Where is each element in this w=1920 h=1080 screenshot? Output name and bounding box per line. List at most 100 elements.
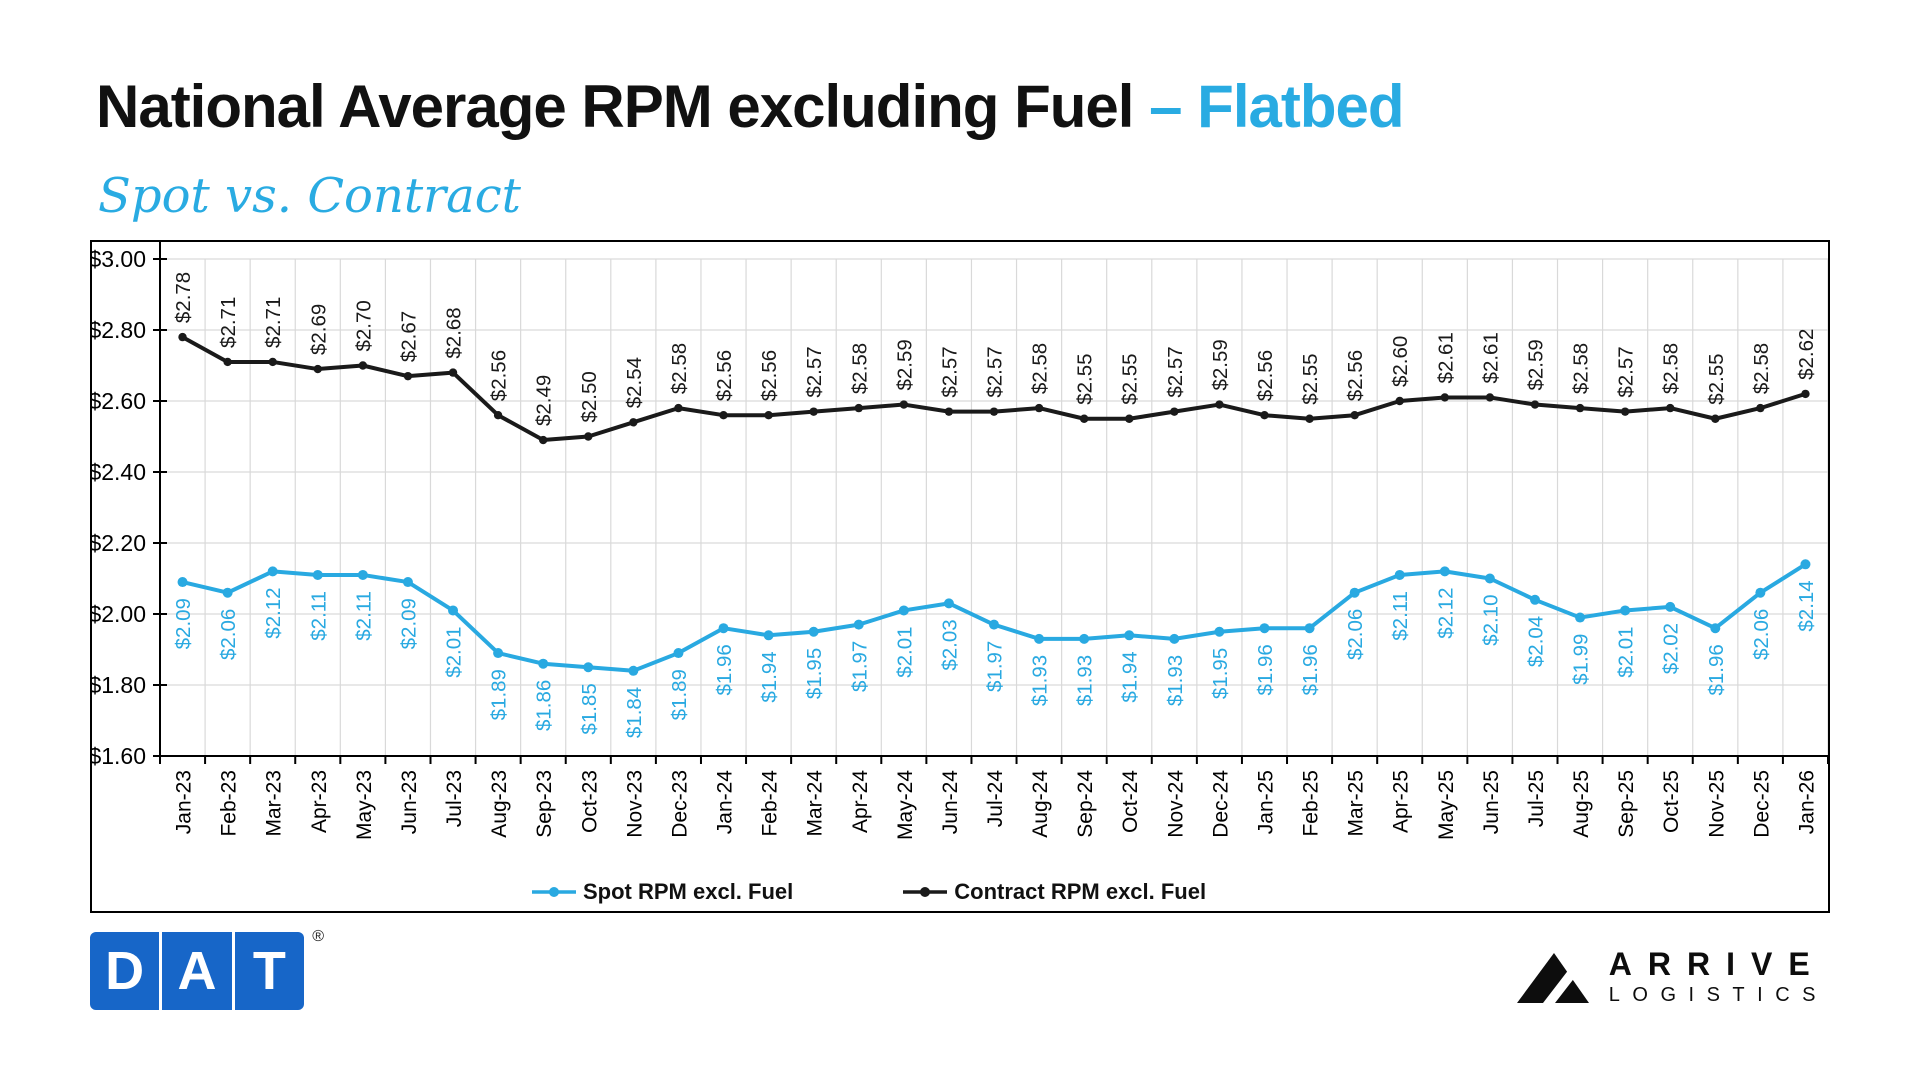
- x-tick-label: Jul-23: [443, 770, 466, 827]
- dat-logo-letter-d: D: [105, 941, 145, 1001]
- page-title-main: National Average RPM excluding Fuel: [96, 73, 1134, 140]
- contract-data-label: $2.62: [1795, 329, 1818, 380]
- spot-point: [808, 626, 819, 637]
- x-tick-label: May-25: [1435, 770, 1458, 840]
- contract-point: [764, 411, 773, 420]
- spot-data-label: $1.97: [848, 641, 871, 692]
- chart-legend: Spot RPM excl. Fuel Contract RPM excl. F…: [532, 879, 1206, 905]
- x-tick-label: Jun-25: [1480, 770, 1503, 834]
- contract-data-label: $2.57: [1615, 346, 1638, 397]
- spot-data-label: $2.06: [217, 609, 240, 660]
- spot-point: [1349, 587, 1360, 598]
- y-tick-label: $2.20: [92, 530, 146, 556]
- spot-point: [493, 648, 504, 659]
- contract-point: [1305, 414, 1314, 423]
- spot-data-label: $2.01: [443, 626, 466, 677]
- spot-line-marker-icon: [532, 887, 576, 897]
- spot-data-label: $2.01: [1615, 626, 1638, 677]
- x-tick-label: Dec-25: [1750, 770, 1773, 838]
- spot-data-label: $2.11: [1389, 591, 1412, 641]
- spot-point: [989, 619, 999, 630]
- dat-logo: D A T ®: [90, 928, 324, 1010]
- x-tick-label: Jan-26: [1795, 770, 1818, 834]
- contract-data-label: $2.67: [397, 311, 420, 362]
- contract-data-label: $2.54: [623, 357, 646, 408]
- spot-point: [1214, 626, 1225, 637]
- spot-point: [673, 648, 684, 659]
- x-tick-label: Apr-25: [1390, 770, 1413, 833]
- spot-point: [312, 569, 323, 580]
- contract-point: [538, 435, 548, 445]
- spot-point: [1124, 630, 1135, 641]
- dat-logo-letter-t: T: [252, 941, 286, 1001]
- registered-trademark-icon: ®: [312, 928, 324, 945]
- contract-point: [1079, 414, 1089, 423]
- spot-data-label: $1.97: [984, 641, 1007, 692]
- spot-point: [1169, 633, 1180, 644]
- contract-point: [1215, 400, 1224, 409]
- contract-point: [1034, 403, 1044, 413]
- contract-point: [719, 411, 728, 420]
- spot-point: [1529, 594, 1540, 605]
- contract-data-label: $2.56: [488, 350, 511, 401]
- x-tick-label: Aug-23: [488, 770, 511, 838]
- x-tick-label: Mar-25: [1345, 770, 1368, 837]
- x-tick-label: Jan-25: [1254, 770, 1277, 834]
- contract-point: [1440, 393, 1450, 402]
- spot-point: [1304, 623, 1315, 634]
- x-tick-label: Oct-24: [1119, 770, 1142, 833]
- chart-grid: [160, 258, 1828, 756]
- spot-point: [267, 566, 278, 577]
- spot-data-label: $1.85: [578, 683, 601, 734]
- spot-point: [628, 665, 639, 676]
- contract-point: [809, 407, 818, 416]
- spot-point: [1710, 623, 1721, 634]
- x-tick-label: Sep-25: [1615, 770, 1638, 838]
- legend-label-contract: Contract RPM excl. Fuel: [954, 879, 1207, 904]
- contract-series: $2.78 $2.71 $2.71 $2.69 $2.70 $2.67 $2.68 $2.56…: [172, 272, 1818, 445]
- contract-data-label: $2.61: [1434, 332, 1457, 383]
- contract-data-label: $2.56: [758, 350, 781, 401]
- contract-point: [584, 432, 593, 441]
- spot-data-label: $2.09: [397, 598, 420, 649]
- spot-point: [538, 658, 549, 669]
- page-subtitle: Spot vs. Contract: [98, 168, 521, 224]
- contract-point: [1530, 400, 1540, 409]
- spot-data-label: $1.89: [668, 669, 691, 720]
- contract-data-label: $2.55: [1299, 353, 1322, 404]
- spot-point: [898, 605, 909, 616]
- spot-series: $2.09 $2.06 $2.12 $2.11 $2.11 $2.09 $2.01 $1.89…: [172, 559, 1818, 738]
- page-title: National Average RPM excluding Fuel – Fl…: [96, 72, 1405, 141]
- contract-point: [1350, 411, 1359, 420]
- legend-label-spot: Spot RPM excl. Fuel: [583, 879, 794, 904]
- spot-data-label: $1.93: [1164, 655, 1187, 706]
- x-tick-label: Nov-24: [1164, 770, 1187, 838]
- y-tick-label: $2.40: [92, 459, 146, 485]
- contract-point: [313, 364, 322, 374]
- spot-data-label: $2.04: [1524, 616, 1547, 667]
- contract-data-label: $2.59: [1209, 339, 1232, 390]
- spot-point: [357, 569, 368, 580]
- x-tick-label: Apr-23: [308, 770, 331, 833]
- contract-point: [1756, 403, 1765, 413]
- spot-data-label: $1.86: [533, 680, 556, 731]
- contract-point: [629, 418, 638, 427]
- contract-data-label: $2.56: [713, 350, 736, 401]
- chart-plot-area: $1.60 $1.80 $2.00 $2.20 $2.40 $2.60 $2.80 $3.00…: [92, 242, 1828, 840]
- spot-data-label: $2.12: [1434, 587, 1457, 638]
- contract-point: [1125, 414, 1134, 423]
- spot-data-label: $2.06: [1750, 609, 1773, 660]
- x-tick-label: Feb-25: [1300, 770, 1323, 837]
- spot-point: [1259, 623, 1270, 634]
- contract-data-label: $2.58: [668, 343, 691, 394]
- spot-point: [1484, 573, 1495, 584]
- contract-point: [1395, 396, 1404, 406]
- spot-data-label: $2.03: [938, 619, 961, 670]
- spot-data-label: $1.96: [713, 644, 736, 695]
- spot-data-label: $2.11: [352, 591, 375, 641]
- contract-data-label: $2.55: [1119, 353, 1142, 404]
- contract-line-marker-icon: [903, 887, 948, 897]
- contract-data-label: $2.71: [262, 297, 285, 348]
- x-tick-label: Sep-24: [1074, 770, 1097, 838]
- x-tick-label: Sep-23: [533, 770, 556, 838]
